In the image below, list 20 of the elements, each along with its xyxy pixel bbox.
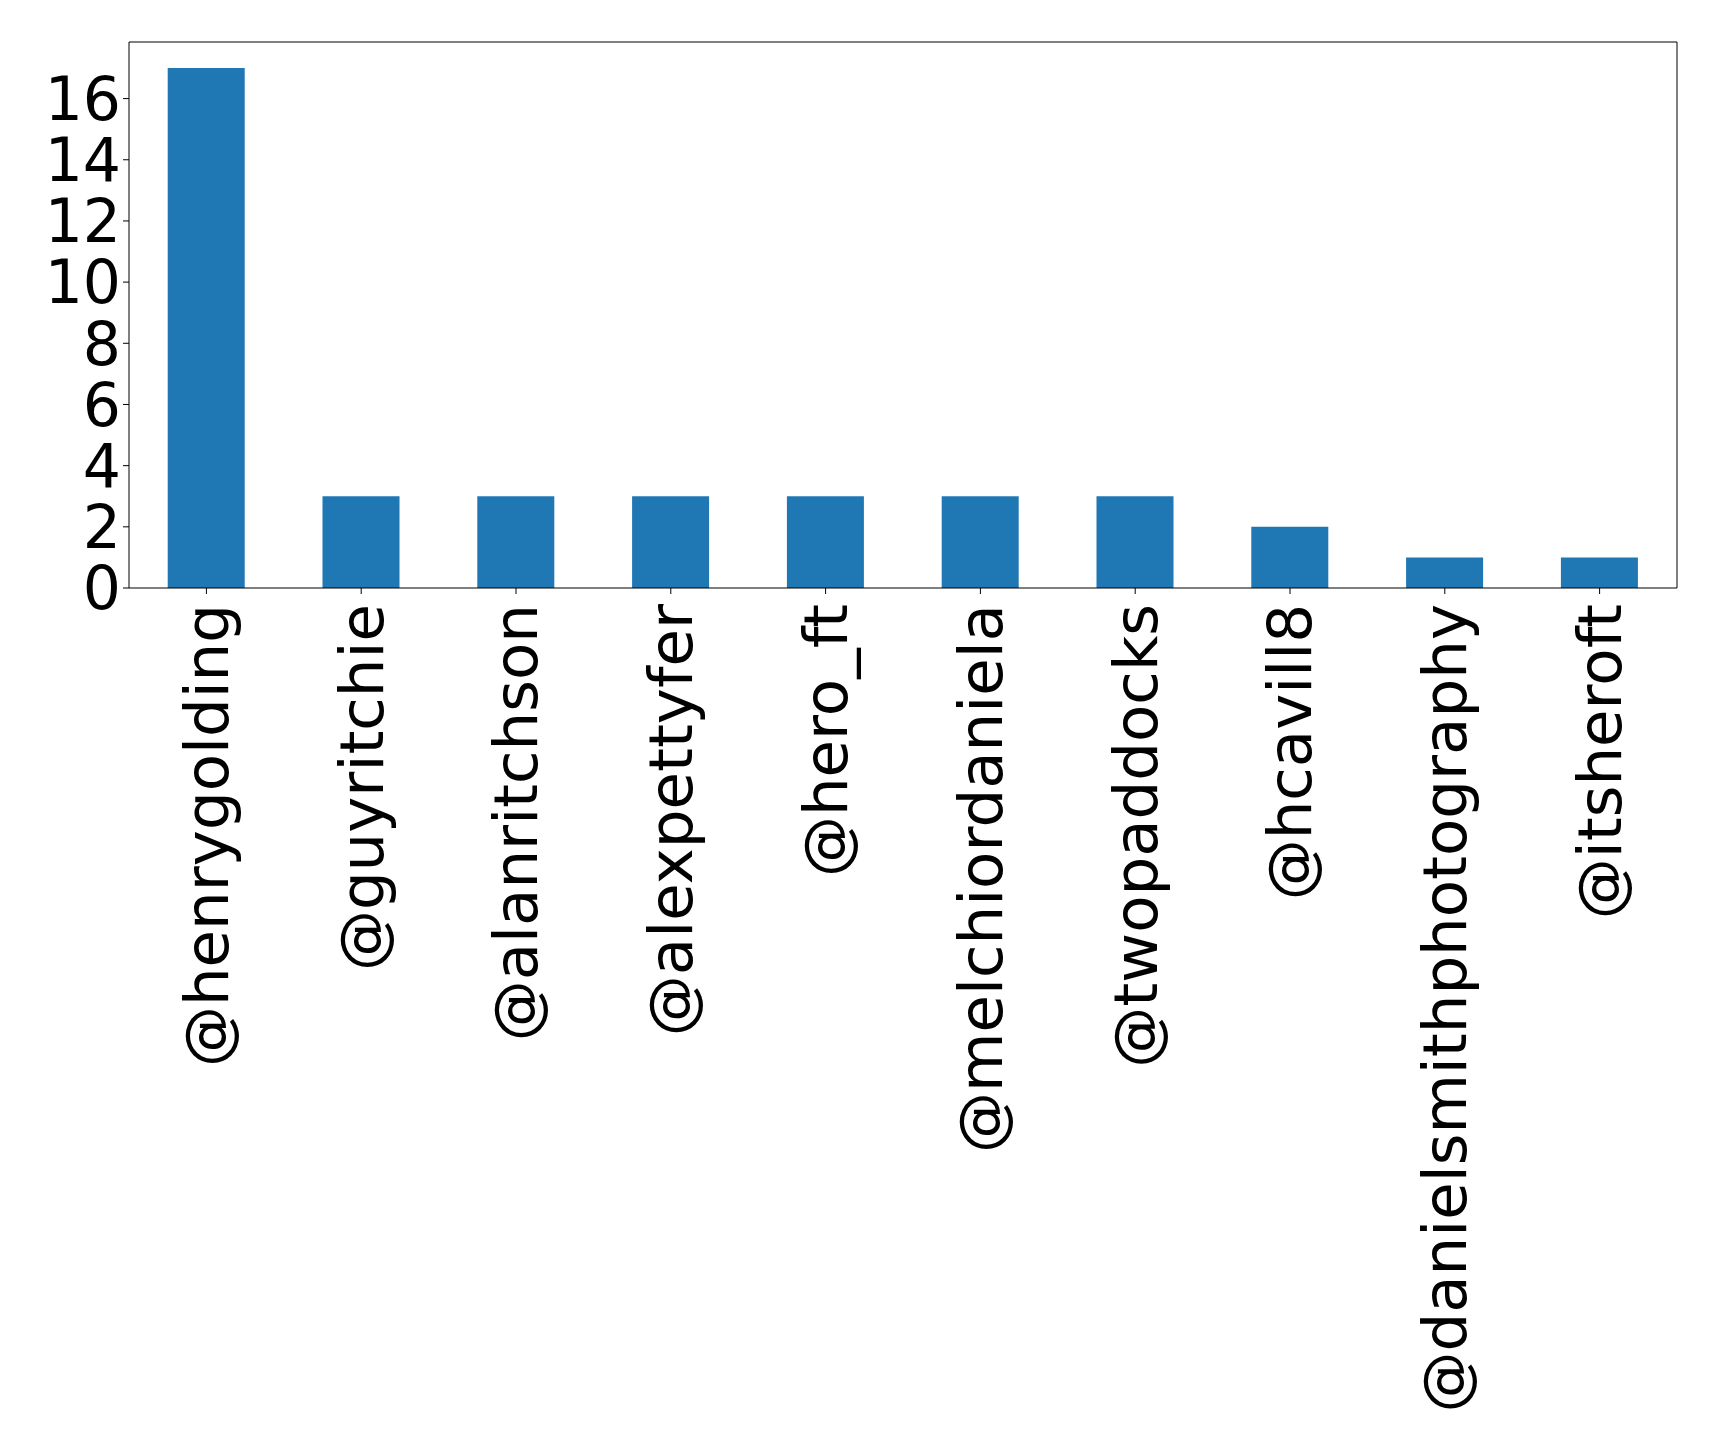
x-tick-label: @itsheroft [1563, 604, 1635, 920]
bar [632, 496, 710, 588]
bar [167, 68, 245, 588]
x-tick-label: @melchiordaniela [944, 604, 1016, 1153]
bar [322, 496, 400, 588]
bar [1560, 557, 1638, 588]
x-tick-label: @alexpettyfer [635, 603, 707, 1037]
bar [786, 496, 864, 588]
x-tick-label: @hcavill8 [1254, 604, 1326, 901]
bar [477, 496, 555, 588]
bar [1251, 526, 1329, 588]
x-tick-label: @twopaddocks [1099, 604, 1171, 1068]
x-tick-label: @guyritchie [325, 604, 397, 972]
x-tick-label: @alanritchson [480, 604, 552, 1042]
bar [941, 496, 1019, 588]
x-tick-label: @henrygolding [170, 604, 242, 1068]
bar [1096, 496, 1174, 588]
x-tick-label: @danielsmithphotography [1409, 604, 1481, 1413]
bar [1406, 557, 1484, 588]
x-tick-label: @hero_ft [789, 604, 861, 878]
